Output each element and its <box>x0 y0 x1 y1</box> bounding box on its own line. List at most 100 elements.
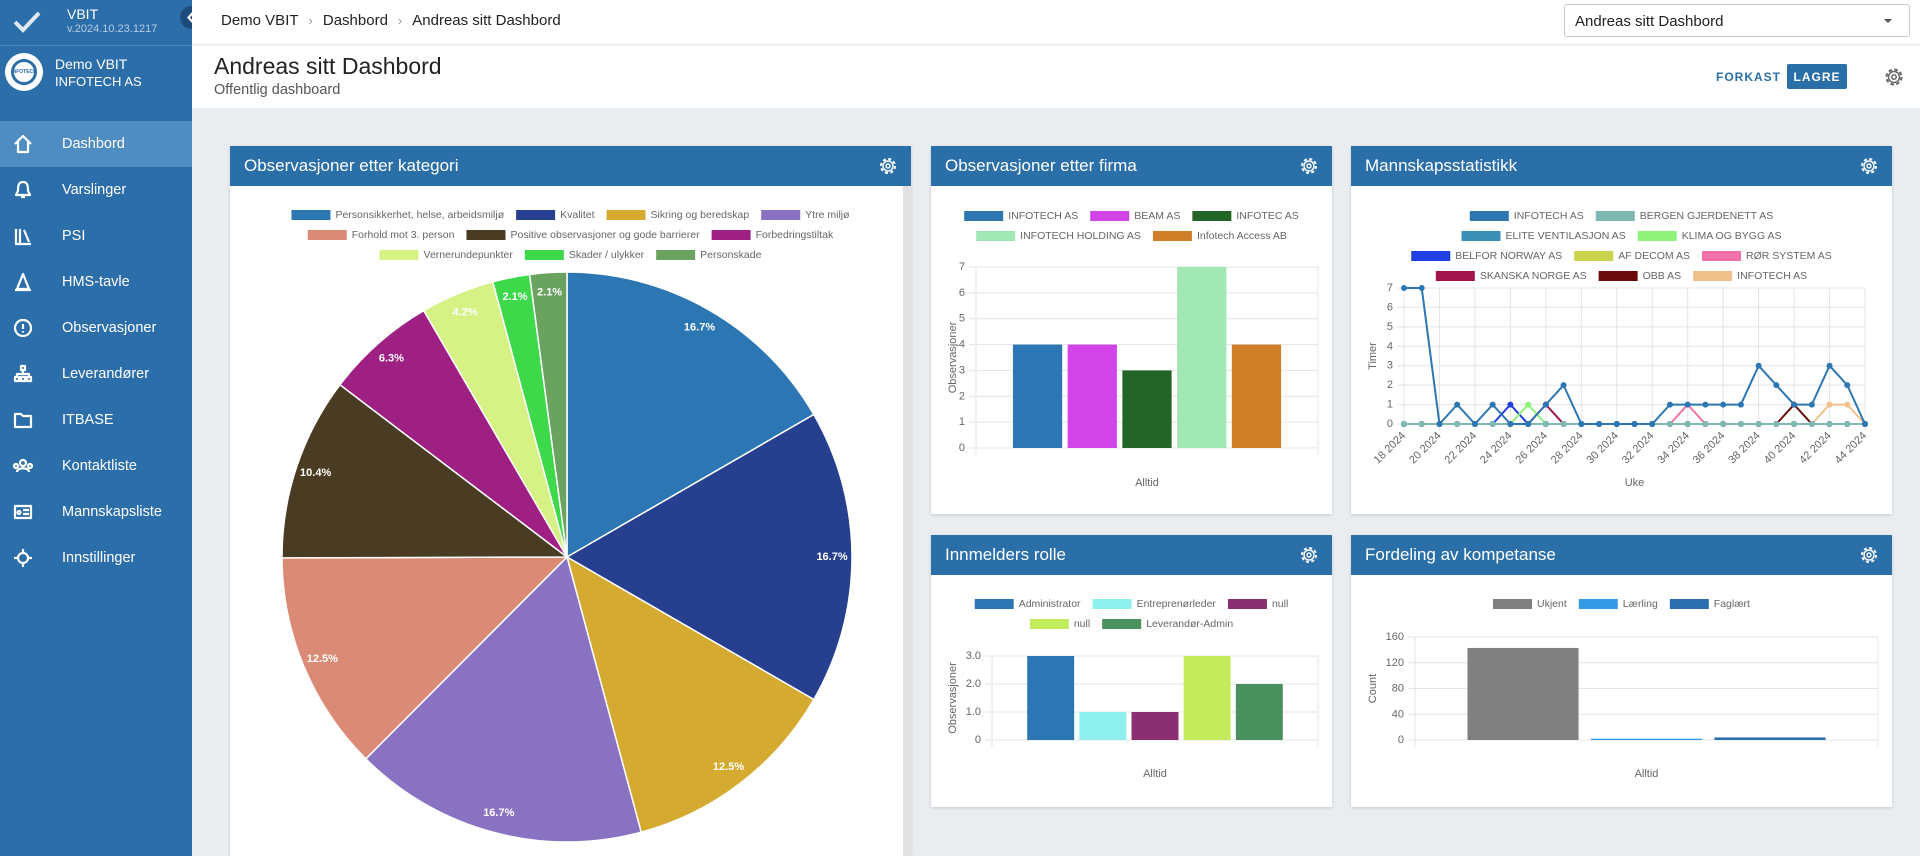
icon-shape <box>13 412 33 429</box>
point <box>1454 401 1461 408</box>
legend-label: RØR SYSTEM AS <box>1746 250 1832 262</box>
legend-label: Vernerundepunkter <box>424 249 514 261</box>
breadcrumb-item: Andreas sitt Dashbord <box>412 12 561 29</box>
data-label: 12.5% <box>713 761 744 773</box>
breadcrumb-item[interactable]: Demo VBIT <box>221 12 299 29</box>
widget-title: Observasjoner etter kategori <box>244 156 459 175</box>
breadcrumb-item[interactable]: Dashbord <box>322 12 388 29</box>
bar <box>1067 344 1117 448</box>
x-tick-label: 24 2024 <box>1478 430 1515 467</box>
menu-item[interactable]: PSI <box>0 213 192 259</box>
gear-ring <box>1303 160 1315 172</box>
point <box>1525 401 1532 408</box>
bar <box>1467 647 1579 740</box>
legend-label: INFOTECH HOLDING AS <box>1020 230 1141 242</box>
point <box>1791 401 1798 408</box>
menu-icon <box>14 549 32 567</box>
widget-header: Observasjoner etter firma <box>931 146 1332 186</box>
point <box>1737 421 1744 427</box>
y-tick-label: 0 <box>1398 734 1404 746</box>
pie-slice <box>338 309 568 558</box>
menu-icon <box>13 318 33 338</box>
icon-shape <box>14 549 32 567</box>
menu-item[interactable]: ITBASE <box>0 397 192 443</box>
y-tick-label: 4 <box>1387 340 1393 352</box>
legend-label: Entreprenørleder <box>1137 598 1217 610</box>
legend-label: ELITE VENTILASJON AS <box>1505 230 1625 242</box>
chart: Administrator Entreprenørleder null null Lev… <box>947 598 1319 780</box>
settings-icon[interactable] <box>1882 65 1906 89</box>
x-tick-label: 34 2024 <box>1655 430 1692 467</box>
point <box>1542 401 1549 408</box>
y-tick-label: 4 <box>959 339 965 351</box>
legend-swatch <box>976 231 1016 241</box>
legend-label: null <box>1272 598 1288 610</box>
legend-swatch <box>1435 271 1475 281</box>
menu-item[interactable]: Leverandører <box>0 351 192 397</box>
legend-label: Ytre miljø <box>805 209 850 221</box>
save-button[interactable]: LAGRE <box>1787 64 1847 89</box>
y-tick-label: 5 <box>959 313 965 325</box>
menu-item[interactable]: HMS-tavle <box>0 259 192 305</box>
y-tick-label: 0 <box>1387 418 1393 430</box>
y-tick-label: 120 <box>1386 657 1404 669</box>
legend-label: Infotech Access AB <box>1197 230 1287 242</box>
legend-swatch <box>711 230 751 240</box>
x-tick-label: 32 2024 <box>1620 430 1657 467</box>
x-tick-label: 44 2024 <box>1833 430 1870 467</box>
widget-settings[interactable] <box>1860 546 1878 564</box>
legend-swatch <box>1595 211 1635 221</box>
dashboard-select[interactable]: Andreas sitt Dashbord <box>1564 4 1910 37</box>
widget-settings[interactable] <box>1300 546 1318 564</box>
legend-label: KLIMA OG BYGG AS <box>1682 230 1782 242</box>
menu-item[interactable]: Innstillinger <box>0 535 192 581</box>
y-axis-label: Timer <box>1367 342 1379 370</box>
widget-settings[interactable] <box>879 157 897 175</box>
y-tick-label: 40 <box>1392 708 1404 720</box>
y-tick-label: 6 <box>1387 301 1393 313</box>
icon-shape <box>12 458 34 473</box>
legend-label: null <box>1074 618 1090 630</box>
widget-settings[interactable] <box>1300 157 1318 175</box>
point <box>1542 421 1549 427</box>
point <box>1401 285 1407 291</box>
gear-teeth <box>880 158 896 174</box>
bar <box>1079 712 1127 740</box>
legend-swatch <box>974 599 1014 609</box>
bar <box>1027 656 1075 740</box>
x-tick-label: 38 2024 <box>1726 430 1763 467</box>
menu-icon <box>14 134 32 154</box>
x-tick-label: 22 2024 <box>1443 430 1480 467</box>
app-logo <box>13 11 41 33</box>
caret <box>1884 19 1892 23</box>
x-axis-label: Uke <box>1625 477 1645 489</box>
pie-slice <box>528 271 568 558</box>
widget-settings[interactable] <box>1860 157 1878 175</box>
widget: INFOTECH AS BERGEN GJERDENETT AS ELITE VEN… <box>1351 146 1892 514</box>
menu-item[interactable]: Mannskapsliste <box>0 489 192 535</box>
y-tick-label: 0 <box>975 734 981 746</box>
gear-teeth <box>1301 158 1317 174</box>
topbar: Demo VBIT › Dashbord › Andreas sitt Dash… <box>192 0 1920 45</box>
icon-shape <box>14 229 31 246</box>
menu-item[interactable]: Kontaktliste <box>0 443 192 489</box>
bar <box>1231 344 1282 448</box>
legend-swatch <box>379 250 419 260</box>
point <box>1844 401 1851 408</box>
menu-label: PSI <box>62 228 86 244</box>
y-axis-label: Observasjoner <box>947 662 959 734</box>
widget-header: Innmelders rolle <box>931 535 1332 575</box>
chevron <box>187 11 195 24</box>
data-label: 16.7% <box>483 807 514 819</box>
point <box>1489 421 1496 427</box>
menu-item[interactable]: Observasjoner <box>0 305 192 351</box>
icon-shape <box>13 318 33 338</box>
y-tick-label: 7 <box>959 261 965 273</box>
data-label: 2.1% <box>537 287 562 299</box>
data-label: 16.7% <box>684 321 715 333</box>
menu-item[interactable]: Dashbord <box>0 121 192 167</box>
y-tick-label: 3 <box>1387 360 1393 372</box>
menu-item[interactable]: Varslinger <box>0 167 192 213</box>
discard-button[interactable]: FORKAST <box>1716 70 1781 84</box>
x-tick-label: 42 2024 <box>1797 430 1834 467</box>
